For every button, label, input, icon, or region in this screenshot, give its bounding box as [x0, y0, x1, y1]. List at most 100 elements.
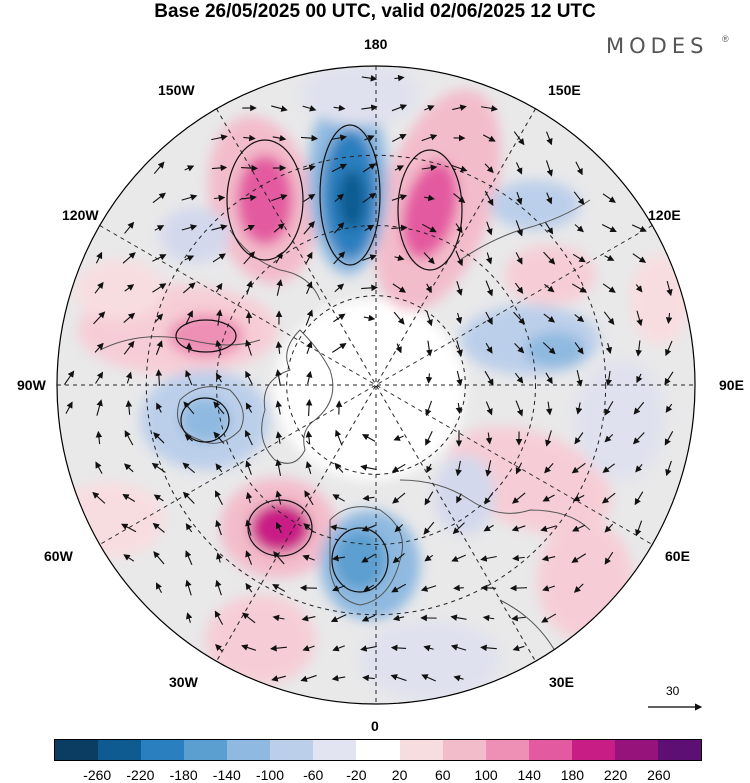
wind-arrow [305, 309, 313, 326]
wind-arrow [301, 134, 319, 142]
colorbar-tick-label: 220 [603, 767, 628, 783]
wind-arrow [245, 550, 253, 565]
anomaly-positive [505, 245, 595, 305]
wind-arrow [602, 193, 616, 203]
wind-arrow [542, 494, 555, 502]
wind-arrow [426, 310, 433, 327]
wind-arrow [573, 191, 585, 206]
wind-arrow [426, 463, 433, 474]
anomaly-positive [205, 595, 315, 685]
wind-arrow [155, 313, 164, 323]
wind-arrow [424, 194, 435, 202]
wind-arrow [243, 134, 256, 142]
colorbar-swatch [614, 740, 658, 760]
wind-arrow [631, 224, 647, 232]
anomaly-positive-core [250, 503, 310, 553]
wind-arrow [394, 524, 404, 533]
circulation-contour [331, 527, 389, 593]
wind-arrow [421, 674, 436, 682]
wind-arrow [424, 491, 434, 506]
wind-arrow [330, 524, 347, 531]
wind-arrow [542, 585, 556, 592]
wind-arrow [391, 104, 408, 112]
lon-label-60e: 60E [665, 548, 690, 564]
wind-arrow [482, 614, 495, 622]
wind-arrow [576, 370, 583, 387]
wind-arrow [215, 339, 222, 356]
wind-arrow [485, 432, 493, 445]
wind-arrow [514, 372, 524, 384]
meridian-line [216, 108, 536, 662]
anomaly-field [57, 66, 690, 700]
wind-arrow [456, 370, 463, 387]
wind-arrow [390, 674, 407, 682]
registered-mark: ® [722, 34, 729, 44]
wind-arrow [95, 430, 103, 445]
wind-arrow [635, 284, 643, 293]
scandinavia-coast [329, 506, 403, 606]
wind-arrow [453, 584, 464, 592]
wind-arrow [509, 584, 527, 592]
colorbar [54, 739, 702, 761]
wind-arrow [94, 342, 104, 353]
wind-arrow [515, 462, 523, 475]
wind-arrow [361, 104, 378, 111]
wind-arrow [512, 492, 526, 504]
map-title: Base 26/05/2025 00 UTC, valid 02/06/2025… [154, 1, 596, 22]
colorbar-tick-label: 20 [391, 767, 408, 783]
wind-arrow [541, 613, 557, 623]
wind-arrow [572, 524, 586, 532]
wind-arrow [215, 490, 223, 506]
wind-arrow [390, 644, 407, 652]
wind-arrow [362, 674, 375, 682]
wind-arrow [182, 282, 196, 294]
wind-arrow [514, 342, 525, 354]
wind-arrow [453, 193, 466, 204]
wind-arrow [423, 521, 435, 535]
reference-vector-label: 30 [666, 684, 680, 698]
wind-arrow [275, 490, 282, 505]
wind-arrow [364, 135, 375, 142]
wind-arrow [213, 401, 225, 415]
wind-arrow [574, 342, 584, 355]
wind-arrow [632, 253, 647, 263]
wind-arrow [421, 134, 438, 142]
wind-arrow [425, 373, 433, 384]
wind-arrow [392, 614, 405, 622]
wind-arrow [245, 519, 252, 536]
wind-arrow [456, 493, 463, 504]
wind-arrow [604, 433, 614, 443]
wind-arrow [331, 163, 347, 173]
colorbar-swatch [485, 740, 529, 760]
wind-arrow [456, 340, 463, 357]
map-disc [57, 66, 695, 704]
wind-arrow [125, 371, 133, 384]
wind-arrow [213, 194, 226, 202]
wind-arrow [302, 645, 315, 652]
wind-arrow [601, 223, 617, 233]
wind-arrow [575, 161, 583, 176]
anomaly-negative [360, 620, 500, 700]
wind-arrow [155, 582, 163, 593]
wind-arrow [215, 463, 223, 473]
colorbar-swatch [399, 740, 443, 760]
wind-arrow [330, 614, 347, 623]
wind-arrow [362, 163, 376, 173]
wind-arrow [275, 400, 283, 415]
lon-label-120w: 120W [62, 207, 99, 223]
wind-arrow [421, 164, 438, 172]
lon-label-150e: 150E [548, 82, 581, 98]
colorbar-swatch [55, 740, 99, 760]
wind-arrow [182, 491, 195, 504]
wind-arrow [243, 224, 256, 231]
wind-arrow [540, 525, 557, 532]
colorbar-tick-label: 140 [517, 767, 541, 783]
wind-arrow [455, 250, 463, 267]
wind-arrow [124, 221, 135, 234]
wind-arrow [485, 401, 493, 416]
wind-arrow [182, 462, 196, 474]
wind-arrow [185, 310, 193, 325]
circulation-contour [397, 149, 463, 271]
wind-arrow [363, 584, 375, 592]
wind-arrow [541, 554, 556, 562]
